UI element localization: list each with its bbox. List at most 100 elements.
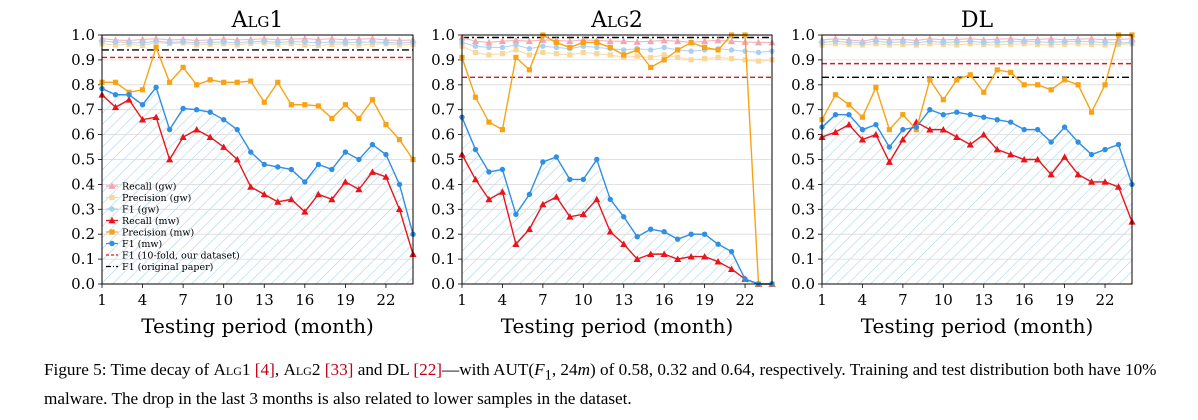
data-point: [981, 39, 987, 46]
data-point: [498, 188, 507, 195]
data-point: [233, 155, 241, 163]
data-point: [356, 156, 362, 163]
data-point: [993, 145, 1001, 153]
data-point: [553, 154, 560, 160]
x-tick-label: 7: [538, 291, 548, 309]
y-tick-label: 1.0: [791, 26, 815, 44]
legend-marker: [109, 240, 115, 247]
plot-frame: [101, 34, 414, 285]
data-point: [166, 155, 174, 163]
data-point: [953, 133, 961, 140]
data-point: [1007, 119, 1014, 125]
data-point: [954, 42, 960, 48]
x-tick-label: 7: [898, 291, 908, 309]
x-tick-label: 10: [214, 291, 233, 309]
data-point: [702, 44, 708, 51]
y-tick-label: 0.4: [791, 175, 815, 193]
data-point: [153, 84, 159, 90]
data-point: [994, 116, 1000, 123]
data-point: [954, 77, 960, 83]
data-point: [1102, 82, 1108, 88]
data-point: [540, 49, 546, 56]
data-point: [471, 37, 480, 45]
data-point: [620, 37, 628, 45]
data-point: [1115, 141, 1122, 148]
data-point: [234, 40, 240, 46]
data-point: [620, 240, 628, 248]
data-point: [275, 39, 281, 46]
data-point: [180, 39, 186, 45]
data-point: [607, 196, 613, 203]
data-point: [526, 191, 533, 198]
data-point: [383, 39, 389, 46]
data-point: [872, 131, 880, 138]
data-point: [356, 115, 362, 122]
data-point: [355, 185, 363, 193]
data-point: [661, 44, 667, 51]
y-tick-label: 1.0: [431, 26, 455, 44]
data-point: [688, 231, 694, 237]
x-tick-label: 19: [336, 291, 355, 309]
data-point: [940, 111, 947, 118]
data-point: [486, 119, 492, 125]
data-point: [472, 94, 479, 100]
x-tick-label: 19: [695, 291, 714, 309]
data-point: [486, 169, 492, 175]
y-tick-label: 0.9: [71, 51, 95, 69]
series-line: [821, 34, 1132, 132]
data-point: [594, 44, 600, 51]
y-tick-label: 0.8: [791, 76, 815, 94]
data-point: [939, 126, 947, 133]
data-point: [260, 190, 268, 198]
data-point: [194, 82, 200, 88]
data-point: [1020, 155, 1028, 163]
y-tick-label: 0.4: [71, 175, 95, 193]
y-tick-label: 1.0: [71, 26, 95, 44]
data-point: [513, 54, 519, 61]
data-point: [674, 236, 681, 242]
data-point: [248, 39, 254, 45]
data-point: [688, 39, 694, 46]
data-point: [220, 143, 228, 150]
legend-label: Precision (mw): [122, 228, 194, 239]
data-point: [247, 183, 255, 190]
data-point: [329, 115, 335, 122]
data-point: [472, 43, 479, 49]
data-point: [471, 175, 480, 183]
data-point: [112, 42, 119, 48]
data-point: [714, 257, 722, 265]
y-tick-label: 0.2: [791, 225, 815, 243]
data-point: [1021, 38, 1027, 44]
data-point: [540, 159, 546, 165]
data-point: [193, 126, 201, 133]
data-point: [727, 37, 736, 45]
data-point: [634, 233, 640, 240]
y-tick-label: 0.3: [791, 200, 815, 218]
data-point: [994, 42, 1000, 48]
data-point: [661, 229, 667, 235]
data-point: [553, 39, 559, 46]
data-point: [967, 111, 973, 118]
series-line: [461, 45, 773, 62]
data-point: [845, 121, 853, 128]
legend-label: Recall (gw): [122, 182, 176, 193]
data-point: [1061, 39, 1068, 45]
data-point: [714, 36, 722, 44]
data-point: [886, 39, 893, 46]
data-point: [661, 52, 667, 58]
data-point: [221, 79, 227, 85]
data-point: [831, 128, 840, 135]
data-point: [553, 44, 560, 51]
data-point: [1034, 155, 1042, 163]
data-point: [940, 97, 946, 103]
data-point: [647, 250, 655, 257]
data-point: [166, 126, 173, 133]
data-point: [498, 37, 507, 45]
data-point: [580, 49, 586, 56]
data-point: [728, 248, 735, 255]
y-tick-label: 0.3: [71, 200, 95, 218]
data-point: [580, 176, 587, 183]
data-point: [275, 164, 281, 170]
data-point: [967, 38, 973, 44]
y-tick-label: 0.9: [431, 51, 455, 69]
